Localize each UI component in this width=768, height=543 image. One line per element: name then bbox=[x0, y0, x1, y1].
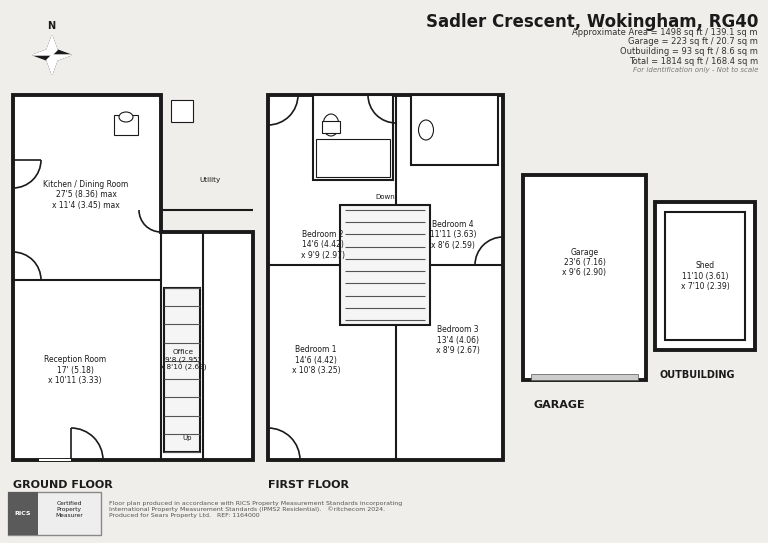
Bar bbox=[8, 492, 101, 535]
Bar bbox=[531, 374, 638, 380]
Bar bbox=[164, 288, 200, 452]
Bar bbox=[665, 212, 745, 340]
Text: Kitchen / Dining Room
27'5 (8.36) max
x 11'4 (3.45) max: Kitchen / Dining Room 27'5 (8.36) max x … bbox=[43, 180, 128, 210]
Text: Bedroom 3
13'4 (4.06)
x 8'9 (2.67): Bedroom 3 13'4 (4.06) x 8'9 (2.67) bbox=[436, 325, 480, 355]
Bar bbox=[8, 492, 38, 535]
Text: Bedroom 1
14'6 (4.42)
x 10'8 (3.25): Bedroom 1 14'6 (4.42) x 10'8 (3.25) bbox=[292, 345, 340, 375]
Polygon shape bbox=[13, 95, 253, 460]
Bar bbox=[39, 458, 71, 461]
Polygon shape bbox=[47, 55, 71, 74]
Bar bbox=[655, 202, 755, 350]
Bar bbox=[340, 205, 430, 325]
Text: Bedroom 4
11'11 (3.63)
x 8'6 (2.59): Bedroom 4 11'11 (3.63) x 8'6 (2.59) bbox=[430, 220, 476, 250]
Text: Total = 1814 sq ft / 168.4 sq m: Total = 1814 sq ft / 168.4 sq m bbox=[629, 56, 758, 66]
Bar bbox=[411, 95, 498, 165]
Text: FIRST FLOOR: FIRST FLOOR bbox=[268, 480, 349, 490]
Bar bbox=[523, 175, 646, 380]
Text: Down: Down bbox=[375, 194, 395, 200]
Ellipse shape bbox=[419, 120, 433, 140]
Text: Approximate Area = 1498 sq ft / 139.1 sq m: Approximate Area = 1498 sq ft / 139.1 sq… bbox=[572, 28, 758, 37]
Text: GARAGE: GARAGE bbox=[533, 400, 584, 410]
Bar bbox=[171, 100, 193, 122]
Text: Up: Up bbox=[182, 435, 192, 441]
Text: Shed
11'10 (3.61)
x 7'10 (2.39): Shed 11'10 (3.61) x 7'10 (2.39) bbox=[680, 261, 730, 291]
Ellipse shape bbox=[119, 112, 133, 122]
Text: N: N bbox=[47, 21, 55, 31]
Bar bbox=[322, 121, 340, 133]
Text: Office
9'8 (2.95)
x 8'10 (2.69): Office 9'8 (2.95) x 8'10 (2.69) bbox=[160, 350, 207, 370]
Text: Reception Room
17' (5.18)
x 10'11 (3.33): Reception Room 17' (5.18) x 10'11 (3.33) bbox=[44, 355, 106, 385]
Text: RICS: RICS bbox=[15, 511, 31, 516]
Polygon shape bbox=[33, 36, 57, 55]
Bar bbox=[268, 95, 503, 460]
Text: Outbuilding = 93 sq ft / 8.6 sq m: Outbuilding = 93 sq ft / 8.6 sq m bbox=[620, 47, 758, 56]
Text: Floor plan produced in accordance with RICS Property Measurement Standards incor: Floor plan produced in accordance with R… bbox=[109, 501, 402, 518]
Text: Sadler Crescent, Wokingham, RG40: Sadler Crescent, Wokingham, RG40 bbox=[425, 13, 758, 31]
Polygon shape bbox=[33, 36, 71, 74]
Bar bbox=[313, 95, 393, 180]
Text: Certified
Property
Measurer: Certified Property Measurer bbox=[55, 501, 83, 518]
Text: OUTBUILDING: OUTBUILDING bbox=[660, 370, 736, 380]
Text: For identification only - Not to scale: For identification only - Not to scale bbox=[633, 67, 758, 73]
Text: Utility: Utility bbox=[200, 177, 220, 183]
Ellipse shape bbox=[323, 114, 339, 136]
Bar bbox=[316, 139, 390, 177]
Text: Bedroom 2
14'6 (4.42)
x 9'9 (2.97): Bedroom 2 14'6 (4.42) x 9'9 (2.97) bbox=[301, 230, 345, 260]
Bar bbox=[114, 115, 138, 135]
Text: Garage
23'6 (7.16)
x 9'6 (2.90): Garage 23'6 (7.16) x 9'6 (2.90) bbox=[562, 248, 607, 277]
Text: Garage = 223 sq ft / 20.7 sq m: Garage = 223 sq ft / 20.7 sq m bbox=[628, 37, 758, 47]
Text: GROUND FLOOR: GROUND FLOOR bbox=[13, 480, 113, 490]
